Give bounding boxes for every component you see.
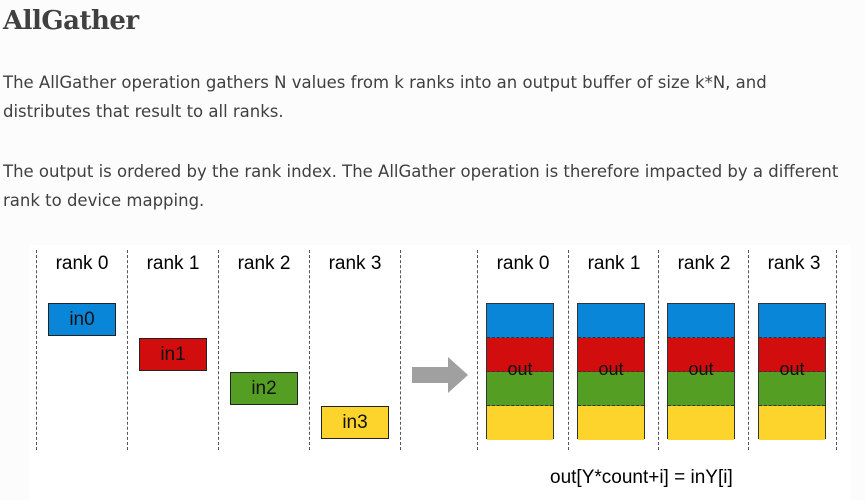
output-segment [759,406,825,440]
output-label: out [507,359,533,379]
output-label: out [688,359,714,379]
column-separator [836,250,837,450]
allgather-diagram: rank 0 rank 1 rank 2 rank 3 in0 in1 in2 … [30,245,850,500]
output-rank-label: rank 3 [767,253,821,274]
output-buffer: out [758,303,826,440]
output-rank-label: rank 0 [496,253,550,274]
input-buffer-in1: in1 [139,338,207,371]
input-buffer-in3: in3 [321,406,389,439]
output-segment [668,338,734,372]
column-separator [477,250,478,450]
formula-caption: out[Y*count+i] = inY[i] [550,467,733,488]
page-title: AllGather [3,6,139,36]
output-segment [668,406,734,440]
right-arrow-icon [412,357,468,393]
column-separator [309,250,310,450]
output-segment [578,338,644,372]
output-segment [578,406,644,440]
paragraph-description: The AllGather operation gathers N values… [3,73,767,121]
input-buffer-in2: in2 [230,372,298,405]
column-separator [36,250,37,450]
output-rank-label: rank 2 [677,253,731,274]
input-rank-label: rank 0 [55,253,109,274]
column-separator [127,250,128,450]
output-segment [759,338,825,372]
output-segment [578,304,644,338]
output-segment [487,372,553,406]
column-separator [218,250,219,450]
output-segment [759,304,825,338]
output-segment [668,372,734,406]
output-segment [487,338,553,372]
input-buffer-in0: in0 [48,303,116,336]
output-buffer: out [577,303,645,440]
output-segment [487,406,553,440]
output-segment [487,304,553,338]
column-separator [748,250,749,450]
column-separator [568,250,569,450]
input-rank-label: rank 2 [237,253,291,274]
output-segment [578,372,644,406]
output-label: out [598,359,624,379]
output-segment [668,304,734,338]
output-segment [759,372,825,406]
paragraph-ordering: The output is ordered by the rank index.… [3,162,839,210]
output-label: out [779,359,805,379]
column-separator [658,250,659,450]
input-rank-label: rank 1 [146,253,200,274]
input-rank-label: rank 3 [328,253,382,274]
output-buffer: out [486,303,554,440]
output-rank-label: rank 1 [587,253,641,274]
output-buffer: out [667,303,735,440]
column-separator [400,250,401,450]
